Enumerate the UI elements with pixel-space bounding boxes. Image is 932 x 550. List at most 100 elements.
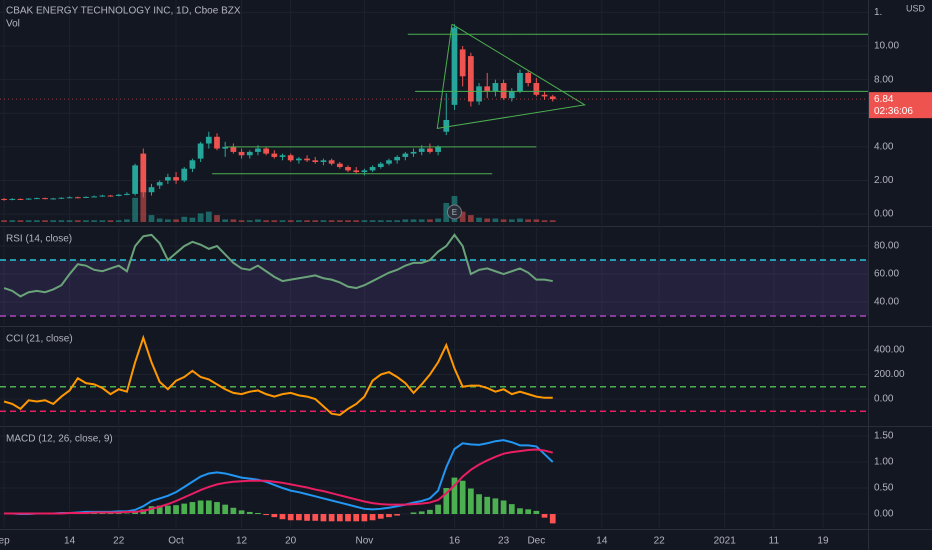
volume-bar [467, 215, 474, 222]
volume-bar [238, 220, 245, 222]
volume-bar [427, 219, 433, 222]
volume-bar [484, 218, 491, 222]
candle-body [459, 49, 466, 77]
candle-body [541, 94, 548, 97]
histogram-bar [435, 504, 441, 515]
histogram-bar [500, 500, 507, 515]
candle-body [205, 136, 212, 144]
histogram-bar [296, 514, 302, 521]
histogram-bar [312, 514, 319, 521]
volume-bar [222, 219, 229, 222]
x-tick-label: 14 [596, 536, 608, 547]
candle-body [66, 197, 73, 199]
volume-bar [205, 211, 212, 222]
candle-body [328, 160, 335, 164]
candle-body [386, 160, 392, 164]
y-tick-label: 1.50 [874, 431, 894, 442]
histogram-bar [91, 513, 98, 515]
x-tick-label: 22 [113, 536, 125, 547]
candle-body [17, 198, 24, 200]
candle-body [525, 72, 532, 84]
histogram-bar [148, 506, 155, 515]
histogram-bar [107, 513, 114, 515]
volume-bar [17, 220, 24, 222]
candle-body [115, 194, 122, 196]
price-label-box [869, 92, 932, 119]
candle-body [369, 167, 376, 171]
candle-body [435, 146, 441, 152]
histogram-bar [271, 514, 278, 518]
volume-bar [50, 220, 57, 222]
histogram-bar [508, 504, 515, 515]
candle-body [418, 148, 425, 152]
candle-body [484, 86, 491, 92]
volume-bar [320, 220, 327, 222]
candle-body [263, 148, 269, 154]
grid [0, 0, 868, 528]
volume-bar [353, 220, 360, 222]
axis-unit: USD [906, 3, 926, 13]
x-tick-label: 19 [817, 536, 829, 547]
candle-body [492, 83, 499, 92]
histogram-bar [476, 494, 482, 515]
volume-bar [99, 220, 106, 222]
trend-line [436, 23, 587, 129]
candle-body [230, 146, 237, 152]
histogram-bar [336, 514, 343, 522]
volume-bar [271, 220, 278, 222]
candle-body [402, 153, 409, 157]
candle-body [33, 198, 40, 200]
histogram-bar [443, 488, 450, 515]
volume-bar [66, 220, 73, 222]
series-line [3, 334, 553, 417]
histogram-bar [410, 512, 417, 515]
volume-bar [181, 216, 188, 222]
volume-bar [287, 220, 294, 222]
volume-bar [9, 220, 16, 222]
y-tick-label: 0.50 [874, 483, 894, 494]
candle-body [410, 151, 417, 154]
x-tick-label: 20 [285, 536, 297, 547]
histogram-bar [459, 480, 466, 515]
histogram-bar [484, 496, 491, 515]
candle-body [279, 155, 286, 157]
x-tick-label: 11 [769, 536, 780, 547]
volume-bar [107, 220, 114, 222]
event-label: E [452, 208, 457, 217]
histogram-bar [328, 514, 335, 522]
pane-title: CCI (21, close) [6, 334, 73, 345]
histogram-bar [451, 477, 458, 515]
candle-body [533, 83, 540, 95]
volume-bar [386, 220, 392, 222]
y-tick-label: 4.00 [874, 142, 894, 153]
histogram-bar [467, 488, 474, 515]
candle-body [476, 86, 482, 102]
histogram-bar [132, 511, 138, 515]
volume-bar [443, 202, 450, 222]
volume-bar [74, 220, 81, 222]
volume-bar [410, 219, 417, 222]
candle-body [124, 193, 130, 195]
candle-body [312, 160, 319, 162]
x-tick-label: 2021 [714, 536, 737, 547]
candle-body [320, 160, 327, 162]
candle-body [148, 187, 155, 193]
volume-bar [533, 219, 540, 222]
series-line [4, 448, 553, 515]
y-tick-label: 8.00 [874, 74, 894, 85]
candle-body [549, 96, 556, 100]
candle-body [9, 198, 16, 200]
y-tick-label: 1. [874, 7, 882, 18]
y-tick-label: 0.00 [874, 209, 894, 220]
volume-bar [377, 220, 384, 222]
histogram-bar [165, 505, 171, 515]
volume-bar [83, 220, 89, 222]
volume-bar [1, 220, 7, 222]
histogram-bar [517, 508, 523, 515]
volume-bar [304, 220, 310, 222]
candle-body [271, 153, 278, 157]
event-marker [446, 204, 462, 220]
y-tick-label: 0.00 [874, 509, 894, 520]
y-tick-label: 60.00 [874, 269, 899, 280]
